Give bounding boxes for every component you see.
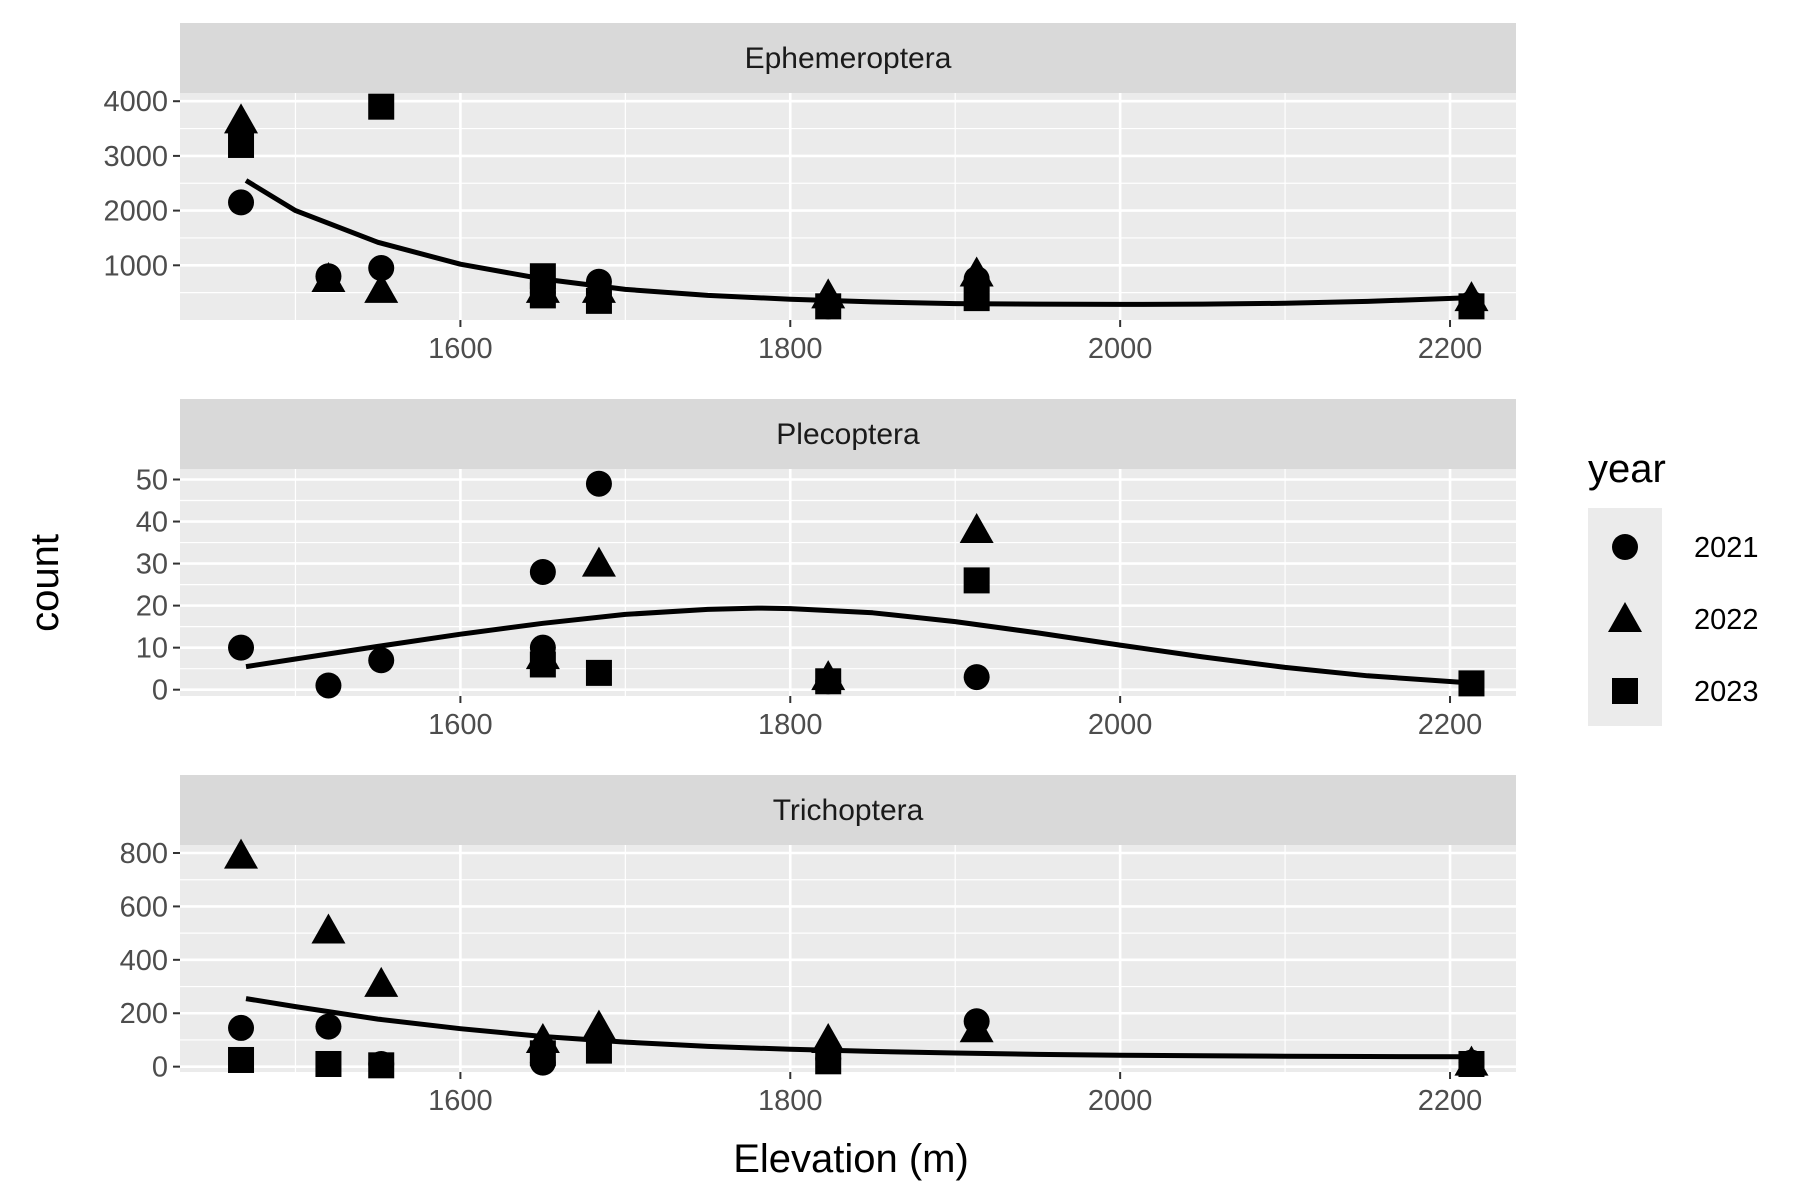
y-tick-label: 20 bbox=[136, 591, 168, 623]
data-point-circle bbox=[315, 1013, 342, 1040]
x-tick-label: 1600 bbox=[428, 333, 493, 365]
y-tick-label: 30 bbox=[136, 549, 168, 581]
legend-label: 2023 bbox=[1694, 676, 1759, 708]
legend-label: 2022 bbox=[1694, 604, 1759, 636]
data-point-square bbox=[368, 1052, 395, 1079]
y-tick-label: 2000 bbox=[103, 196, 168, 228]
data-point-triangle bbox=[581, 1009, 616, 1040]
y-tick-label: 50 bbox=[136, 465, 168, 497]
panel-strip bbox=[180, 775, 1516, 845]
y-tick-label: 3000 bbox=[103, 141, 168, 173]
legend: year 2021 2022 2023 bbox=[1588, 447, 1759, 726]
data-point-circle bbox=[368, 647, 395, 674]
x-tick-label: 2200 bbox=[1418, 1085, 1483, 1117]
plot-background bbox=[180, 845, 1516, 1072]
y-tick-label: 10 bbox=[136, 633, 168, 665]
data-point-triangle bbox=[311, 261, 346, 292]
x-tick-label: 2200 bbox=[1418, 709, 1483, 741]
plot-background bbox=[180, 469, 1516, 696]
data-point-triangle bbox=[959, 1012, 994, 1043]
data-point-triangle bbox=[959, 512, 994, 543]
y-axis-title: count bbox=[23, 534, 67, 632]
data-point-square bbox=[529, 1040, 556, 1067]
data-point-square bbox=[368, 93, 395, 120]
x-tick-label: 2000 bbox=[1088, 1085, 1153, 1117]
fit-line bbox=[245, 996, 1472, 1060]
data-point-circle bbox=[315, 672, 342, 699]
data-point-triangle bbox=[811, 1022, 846, 1053]
legend-label: 2021 bbox=[1694, 532, 1759, 564]
data-point-square bbox=[228, 1046, 255, 1073]
panel-plecoptera: Plecoptera 1600 1800 2000 2200 0 10 20 30 40 50 bbox=[136, 399, 1516, 741]
data-point-circle bbox=[963, 664, 990, 691]
panel-strip bbox=[180, 399, 1516, 469]
data-point-circle bbox=[529, 558, 556, 585]
y-tick-label: 600 bbox=[120, 891, 168, 923]
data-point-square bbox=[585, 287, 612, 314]
data-point-circle bbox=[228, 634, 255, 661]
y-tick-label: 200 bbox=[120, 998, 168, 1030]
data-point-square bbox=[963, 567, 990, 594]
x-tick-label: 1800 bbox=[758, 333, 823, 365]
x-tick-label: 1800 bbox=[758, 709, 823, 741]
y-tick-label: 40 bbox=[136, 507, 168, 539]
data-point-circle bbox=[228, 189, 255, 216]
legend-key-circle bbox=[1612, 534, 1638, 560]
panel-trichoptera: Trichoptera 1600 1800 2000 2200 0 200 400 600 800 bbox=[120, 775, 1516, 1117]
x-tick-label: 1600 bbox=[428, 1085, 493, 1117]
data-point-square bbox=[815, 293, 842, 320]
data-point-square bbox=[315, 1050, 342, 1077]
data-point-square bbox=[228, 131, 255, 158]
y-tick-label: 400 bbox=[120, 945, 168, 977]
data-point-circle bbox=[585, 470, 612, 497]
y-tick-label: 0 bbox=[152, 675, 168, 707]
y-tick-label: 0 bbox=[152, 1052, 168, 1084]
data-point-circle bbox=[228, 1014, 255, 1041]
data-point-triangle bbox=[224, 838, 259, 869]
x-tick-label: 1600 bbox=[428, 709, 493, 741]
x-tick-label: 1800 bbox=[758, 1085, 823, 1117]
x-tick-label: 2000 bbox=[1088, 333, 1153, 365]
data-point-circle bbox=[368, 255, 395, 282]
data-point-triangle bbox=[581, 546, 616, 577]
legend-key-square bbox=[1612, 678, 1638, 704]
legend-keys: 2021 2022 2023 bbox=[1608, 532, 1759, 708]
data-point-triangle bbox=[311, 913, 346, 944]
panel-title: Trichoptera bbox=[773, 794, 924, 827]
fit-line bbox=[244, 178, 1472, 307]
legend-title: year bbox=[1588, 447, 1666, 491]
panel-ephemeroptera: Ephemeroptera 1600 1800 2000 2200 1000 2000 300… bbox=[103, 23, 1516, 365]
fit-line bbox=[245, 605, 1472, 686]
data-point-triangle bbox=[224, 103, 259, 134]
x-tick-label: 2000 bbox=[1088, 709, 1153, 741]
data-point-square bbox=[815, 668, 842, 695]
data-point-square bbox=[963, 285, 990, 312]
y-tick-label: 1000 bbox=[103, 250, 168, 282]
data-point-triangle bbox=[364, 966, 399, 997]
x-axis-title: Elevation (m) bbox=[733, 1137, 969, 1181]
x-tick-label: 2200 bbox=[1418, 333, 1483, 365]
data-point-square bbox=[529, 651, 556, 678]
y-tick-label: 800 bbox=[120, 838, 168, 870]
legend-key-triangle bbox=[1608, 602, 1642, 632]
panel-title: Ephemeroptera bbox=[745, 42, 952, 75]
data-point-triangle bbox=[364, 272, 399, 303]
plot-background bbox=[180, 93, 1516, 320]
panel-title: Plecoptera bbox=[776, 418, 920, 451]
data-point-square bbox=[585, 659, 612, 686]
data-point-square bbox=[529, 282, 556, 309]
data-point-triangle bbox=[959, 256, 994, 287]
y-tick-label: 4000 bbox=[103, 86, 168, 118]
panel-strip bbox=[180, 23, 1516, 93]
